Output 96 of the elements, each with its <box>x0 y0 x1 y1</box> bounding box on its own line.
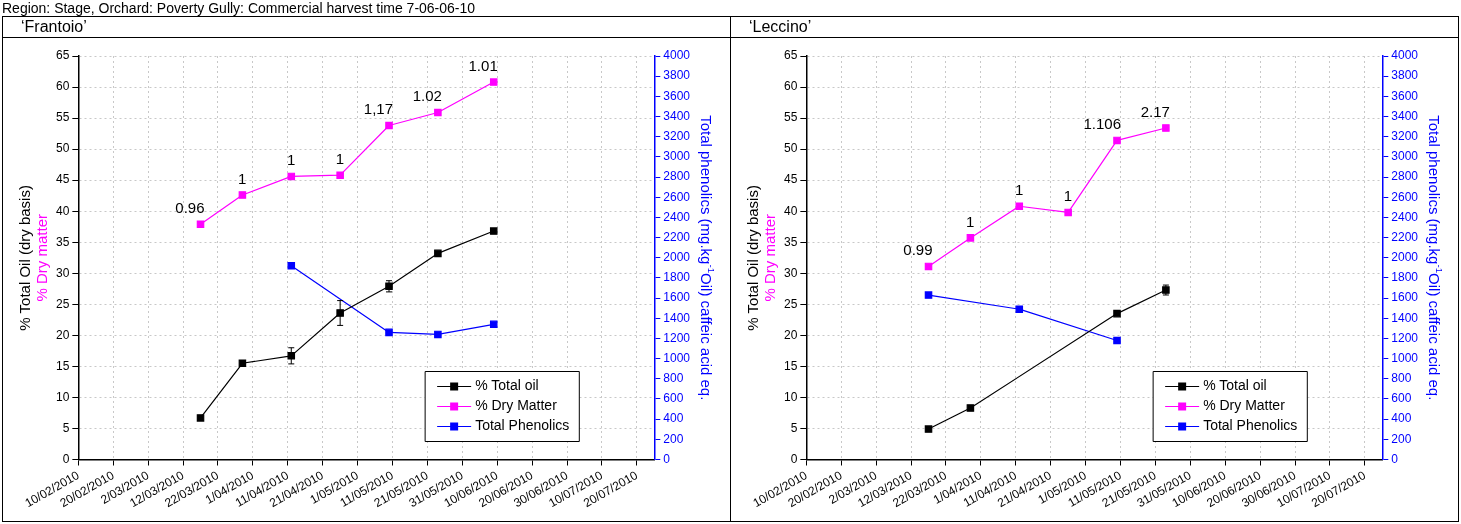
y2-tick-label: 2800 <box>663 169 691 184</box>
y2-tick-label: 2400 <box>1391 209 1419 224</box>
y2-tick-label: 1400 <box>1391 310 1419 325</box>
y-tick-label: 45 <box>783 172 798 187</box>
y-tick-label: 65 <box>55 48 70 63</box>
y2-tick-label: 400 <box>1391 411 1412 426</box>
y-tick-label: 65 <box>783 48 798 63</box>
annotation: 1.01 <box>468 56 498 74</box>
y-tick-label: 35 <box>55 234 70 249</box>
annotation: 1 <box>1014 180 1024 198</box>
annotation: 0.96 <box>175 198 205 216</box>
y2-tick-label: 3600 <box>663 88 691 103</box>
y2-tick-label: 3400 <box>1391 108 1419 123</box>
y2-tick-label: 3400 <box>663 108 691 123</box>
y2-tick-label: 0 <box>1391 451 1399 466</box>
annotation: 1 <box>238 169 247 187</box>
annotation: 1.106 <box>1083 115 1122 133</box>
legend-label: Total Phenolics <box>475 417 570 434</box>
y2-tick-label: 1800 <box>1391 270 1419 285</box>
y2-tick-label: 800 <box>663 371 684 386</box>
annotation: 1.02 <box>412 87 442 105</box>
y2-tick-label: 1000 <box>663 350 691 365</box>
y2-tick-label: 200 <box>1391 431 1412 446</box>
annotation: 0.99 <box>903 241 933 259</box>
y-tick-label: 50 <box>783 141 798 156</box>
y-tick-label: 5 <box>62 420 70 435</box>
y-tick-label: 30 <box>783 265 798 280</box>
y-tick-label: 10 <box>783 389 798 404</box>
y2-tick-label: 2600 <box>1391 189 1419 204</box>
y-tick-label: 15 <box>55 358 70 373</box>
annotation: 1 <box>335 149 345 167</box>
y2-tick-label: 800 <box>1391 371 1412 386</box>
y-tick-label: 25 <box>783 296 798 311</box>
annotation: 1 <box>1063 187 1073 205</box>
y-tick-label: 40 <box>783 203 798 218</box>
y2-tick-label: 1400 <box>663 310 691 325</box>
y2-axis-title: Total phenolics (mg.kg-1Oil) caffeic acid eq. <box>1425 115 1446 401</box>
y2-tick-label: 1600 <box>663 290 691 305</box>
annotation: 1 <box>286 151 296 169</box>
annotation: 1 <box>966 212 975 230</box>
y2-tick-label: 1200 <box>1391 330 1419 345</box>
y-tick-label: 45 <box>55 172 70 187</box>
y-tick-label: 0 <box>62 451 70 466</box>
y2-tick-label: 2200 <box>663 229 691 244</box>
y2-tick-label: 200 <box>663 431 684 446</box>
y2-tick-label: 3800 <box>663 68 691 83</box>
y2-tick-label: 2600 <box>663 189 691 204</box>
y-tick-label: 15 <box>783 358 798 373</box>
y-tick-label: 60 <box>55 79 70 94</box>
y2-tick-label: 3600 <box>1391 88 1419 103</box>
y2-tick-label: 4000 <box>1391 48 1419 63</box>
chart-title: ‘Leccino’ <box>731 17 1458 38</box>
y2-tick-label: 0 <box>663 451 671 466</box>
y2-tick-label: 400 <box>663 411 684 426</box>
y-axis-title: % Total Oil (dry basis) % Dry matter <box>16 185 51 331</box>
y2-tick-label: 1800 <box>663 270 691 285</box>
y2-tick-label: 3200 <box>663 129 691 144</box>
y-tick-label: 60 <box>783 79 798 94</box>
y-tick-label: 20 <box>55 327 70 342</box>
y-tick-label: 30 <box>55 265 70 280</box>
y2-tick-label: 600 <box>1391 391 1412 406</box>
y2-tick-label: 3000 <box>663 149 691 164</box>
y2-tick-label: 3000 <box>1391 149 1419 164</box>
legend-label: % Dry Matter <box>1203 397 1286 414</box>
y-tick-label: 25 <box>55 296 70 311</box>
y2-tick-label: 2400 <box>663 209 691 224</box>
y2-tick-label: 1200 <box>663 330 691 345</box>
y2-tick-label: 3800 <box>1391 68 1419 83</box>
y-tick-label: 10 <box>55 389 70 404</box>
y-tick-label: 55 <box>55 110 70 125</box>
y2-tick-label: 1600 <box>1391 290 1419 305</box>
annotation: 1,17 <box>363 100 394 118</box>
legend-label: Total Phenolics <box>1203 417 1298 434</box>
y2-tick-label: 2800 <box>1391 169 1419 184</box>
y-axis-title: % Total Oil (dry basis) % Dry matter <box>744 185 779 331</box>
legend-label: % Dry Matter <box>475 397 558 414</box>
y2-tick-label: 2000 <box>663 250 691 265</box>
y2-tick-label: 2000 <box>1391 250 1419 265</box>
legend-label: % Total oil <box>1203 377 1267 394</box>
y2-tick-label: 600 <box>663 391 684 406</box>
chart-title: ‘Frantoio’ <box>3 17 730 38</box>
y2-axis-title: Total phenolics (mg.kg-1Oil) caffeic acid eq. <box>697 115 718 401</box>
y2-tick-label: 3200 <box>1391 129 1419 144</box>
text: Region: Stage, Orchard: Poverty Gully: Commercial harvest time 7-06-06-10 <box>2 0 476 16</box>
annotation: 2.17 <box>1140 102 1170 120</box>
y-tick-label: 5 <box>790 420 798 435</box>
y-tick-label: 20 <box>783 327 798 342</box>
y-tick-label: 50 <box>55 141 70 156</box>
y2-tick-label: 4000 <box>663 48 691 63</box>
y2-tick-label: 1000 <box>1391 350 1419 365</box>
y-tick-label: 40 <box>55 203 70 218</box>
legend-label: % Total oil <box>475 377 539 394</box>
y-tick-label: 0 <box>790 451 798 466</box>
y-tick-label: 55 <box>783 110 798 125</box>
y2-tick-label: 2200 <box>1391 229 1419 244</box>
y-tick-label: 35 <box>783 234 798 249</box>
